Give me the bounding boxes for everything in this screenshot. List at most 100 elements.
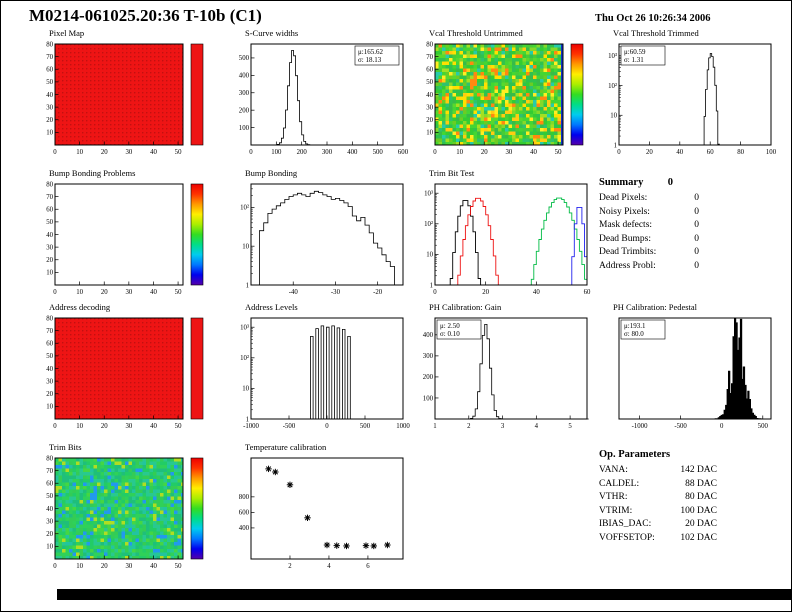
svg-text:80: 80 bbox=[46, 455, 53, 462]
summary-label: Dead Pixels: bbox=[599, 193, 648, 203]
svg-text:10: 10 bbox=[46, 544, 53, 551]
svg-text:60: 60 bbox=[46, 207, 53, 214]
svg-text:30: 30 bbox=[125, 289, 132, 296]
op-label: CALDEL: bbox=[599, 478, 640, 489]
panel-title-ph-pedestal: PH Calibration: Pedestal bbox=[613, 302, 698, 312]
svg-text:40: 40 bbox=[530, 149, 537, 156]
svg-text:10³: 10³ bbox=[424, 191, 433, 198]
svg-text:20: 20 bbox=[101, 423, 108, 430]
op-value: 88 DAC bbox=[685, 478, 717, 489]
svg-text:1: 1 bbox=[614, 142, 617, 149]
op-row-ibias-dac: IBIAS_DAC: 20 DAC bbox=[599, 518, 717, 532]
svg-text:20: 20 bbox=[482, 289, 489, 296]
panel-title-scurve-widths: S-Curve widths bbox=[245, 28, 299, 38]
svg-text:10: 10 bbox=[426, 252, 433, 259]
svg-text:20: 20 bbox=[46, 117, 53, 124]
op-row-voffsetop: VOFFSETOP: 102 DAC bbox=[599, 532, 717, 546]
summary-value: 0 bbox=[694, 220, 699, 230]
page-title: M0214-061025.20:36 T-10b (C1) bbox=[29, 6, 262, 25]
svg-text:40: 40 bbox=[150, 563, 157, 570]
temperature-chart: 2 4 6 400 600 800 bbox=[239, 457, 404, 570]
svg-text:10: 10 bbox=[46, 130, 53, 137]
svg-text:-1000: -1000 bbox=[632, 423, 648, 430]
panel-title-bump-bonding: Bump Bonding bbox=[245, 168, 298, 178]
svg-text:500: 500 bbox=[758, 423, 769, 430]
svg-text:50: 50 bbox=[46, 219, 53, 226]
svg-text:100: 100 bbox=[239, 125, 250, 132]
op-parameters-block: Op. Parameters VANA: 142 DAC CALDEL: 88 … bbox=[599, 449, 717, 545]
svg-text:40: 40 bbox=[46, 232, 53, 239]
svg-text:50: 50 bbox=[46, 493, 53, 500]
svg-text:200: 200 bbox=[239, 107, 250, 114]
timestamp: Thu Oct 26 10:26:34 2006 bbox=[595, 13, 711, 24]
op-value: 142 DAC bbox=[680, 465, 717, 475]
svg-text:60: 60 bbox=[46, 481, 53, 488]
svg-text:600: 600 bbox=[398, 149, 409, 156]
svg-text:50: 50 bbox=[175, 289, 182, 296]
summary-row-mask-defects: Mask defects: 0 bbox=[599, 219, 699, 233]
summary-title: Summary bbox=[599, 177, 644, 188]
svg-text:0: 0 bbox=[433, 289, 437, 296]
svg-text:-30: -30 bbox=[331, 289, 341, 296]
svg-text:30: 30 bbox=[426, 104, 433, 111]
panel-bump-bonding: Bump Bonding -40 -30 -20 1 10 10² bbox=[225, 167, 413, 303]
summary-value: 0 bbox=[694, 206, 699, 217]
svg-text:-500: -500 bbox=[674, 423, 687, 430]
svg-text:500: 500 bbox=[373, 149, 384, 156]
svg-text:σ: 80.0: σ: 80.0 bbox=[624, 330, 644, 338]
svg-text:1000: 1000 bbox=[396, 423, 410, 430]
svg-text:1: 1 bbox=[430, 282, 433, 289]
svg-text:50: 50 bbox=[46, 353, 53, 360]
svg-text:200: 200 bbox=[423, 374, 434, 381]
vcal-untrimmed-chart: 0 10 20 30 40 50 10 20 30 40 50 60 70 80 bbox=[426, 41, 584, 156]
svg-text:1: 1 bbox=[433, 423, 436, 430]
svg-text:60: 60 bbox=[584, 289, 591, 296]
ph-gain-chart: 1 2 3 4 5 100 200 300 400 μ: 2.50σ: 0.10 bbox=[423, 317, 589, 430]
svg-text:10: 10 bbox=[76, 289, 83, 296]
panel-title-vcal-untrimmed: Vcal Threshold Untrimmed bbox=[429, 28, 523, 38]
svg-text:10: 10 bbox=[76, 423, 83, 430]
summary-label: Dead Trimbits: bbox=[599, 247, 657, 257]
svg-text:100: 100 bbox=[271, 149, 282, 156]
op-label: VANA: bbox=[599, 465, 628, 475]
svg-text:20: 20 bbox=[481, 149, 488, 156]
svg-text:30: 30 bbox=[46, 104, 53, 111]
svg-text:0: 0 bbox=[53, 289, 57, 296]
panel-vcal-trimmed: Vcal Threshold Trimmed 0 20 40 60 80 100 1 10 10… bbox=[593, 27, 781, 163]
svg-text:80: 80 bbox=[46, 315, 53, 322]
svg-text:200: 200 bbox=[297, 149, 308, 156]
svg-text:40: 40 bbox=[46, 366, 53, 373]
svg-text:500: 500 bbox=[239, 55, 250, 62]
svg-text:σ: 1.31: σ: 1.31 bbox=[624, 56, 644, 64]
summary-row-noisy-pixels: Noisy Pixels: 0 bbox=[599, 206, 699, 220]
svg-text:800: 800 bbox=[239, 494, 250, 501]
panel-address-decoding: Address decoding 0 10 20 30 40 50 10 20 30 40 50 60… bbox=[29, 301, 217, 437]
svg-text:μ:193.1: μ:193.1 bbox=[624, 322, 646, 330]
svg-text:10: 10 bbox=[242, 386, 249, 393]
svg-text:50: 50 bbox=[175, 149, 182, 156]
panel-title-address-decoding: Address decoding bbox=[49, 302, 111, 312]
svg-text:400: 400 bbox=[239, 525, 250, 532]
svg-text:70: 70 bbox=[426, 54, 433, 61]
trim-bits-chart: 0 10 20 30 40 50 10 20 30 40 50 60 70 80 bbox=[46, 455, 204, 570]
svg-text:10: 10 bbox=[76, 149, 83, 156]
svg-text:40: 40 bbox=[426, 92, 433, 99]
svg-text:300: 300 bbox=[239, 90, 250, 97]
svg-text:10³: 10³ bbox=[240, 325, 249, 332]
svg-text:1: 1 bbox=[246, 282, 249, 289]
svg-text:2: 2 bbox=[288, 563, 292, 570]
svg-text:60: 60 bbox=[707, 149, 714, 156]
svg-text:100: 100 bbox=[766, 149, 777, 156]
svg-text:4: 4 bbox=[327, 563, 331, 570]
summary-label: Address Probl: bbox=[599, 260, 656, 271]
svg-text:300: 300 bbox=[423, 353, 434, 360]
svg-text:10: 10 bbox=[46, 270, 53, 277]
svg-text:50: 50 bbox=[555, 149, 562, 156]
address-decoding-chart: 0 10 20 30 40 50 10 20 30 40 50 60 70 80 bbox=[46, 315, 204, 430]
ph-pedestal-chart: -1000 -500 0 500 μ:193.1σ: 80.0 bbox=[618, 317, 772, 430]
svg-text:0: 0 bbox=[249, 149, 253, 156]
op-row-vana: VANA: 142 DAC bbox=[599, 464, 717, 478]
panel-title-trim-bit-test: Trim Bit Test bbox=[429, 168, 475, 178]
svg-text:70: 70 bbox=[46, 328, 53, 335]
